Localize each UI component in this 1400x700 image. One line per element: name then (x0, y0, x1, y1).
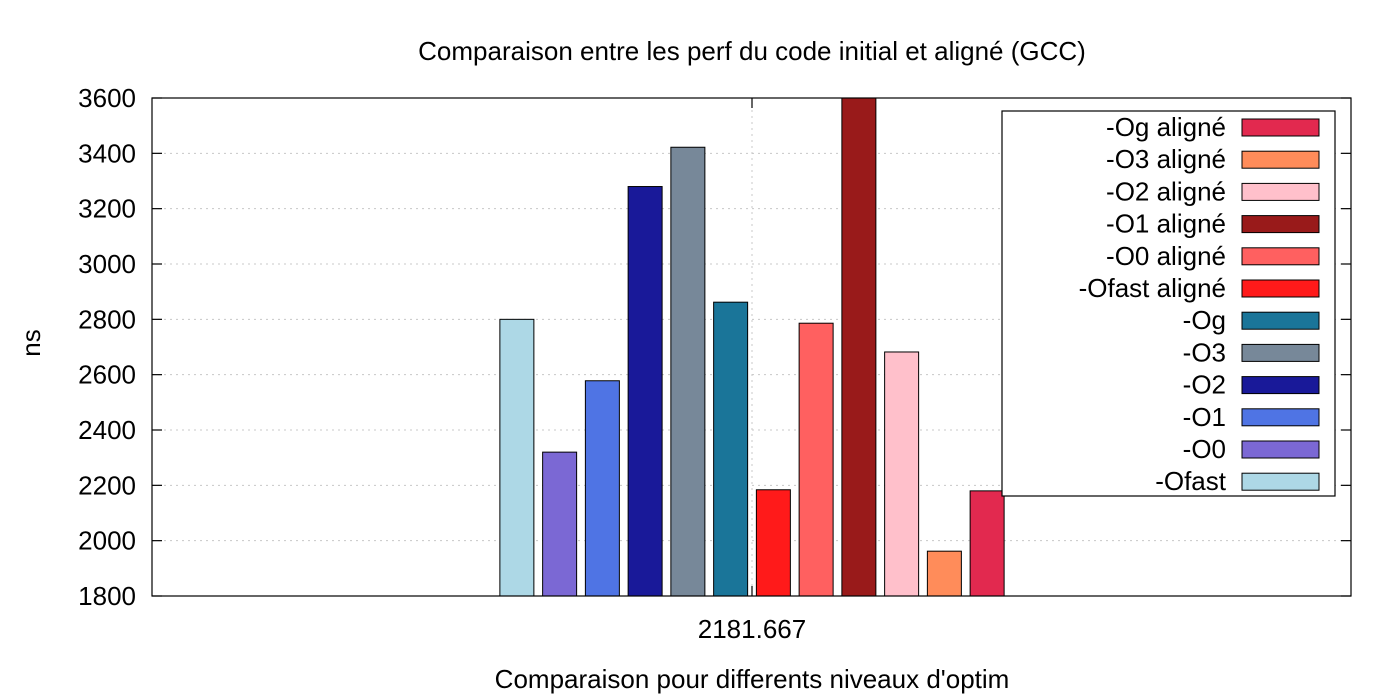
x-tick-label: 2181.667 (698, 614, 806, 644)
legend-label: -O1 (1183, 402, 1226, 432)
bar-o0-align (798, 322, 834, 597)
grid-lines (152, 98, 1351, 596)
bar-ofast-align (755, 489, 791, 597)
x-axis-ticks: 2181.667 (698, 98, 806, 644)
legend-label: -Og aligné (1106, 112, 1226, 142)
chart-title: Comparaison entre les perf du code initi… (418, 36, 1086, 66)
legend: -Og aligné-O3 aligné-O2 aligné-O1 aligné… (1001, 110, 1336, 497)
legend-swatch (1241, 247, 1320, 266)
y-tick-label: 3400 (78, 138, 136, 168)
y-axis-label: ns (16, 329, 46, 356)
legend-swatch (1241, 118, 1320, 137)
y-tick-label: 1800 (78, 581, 136, 611)
y-tick-label: 2000 (78, 526, 136, 556)
legend-label: -O2 aligné (1106, 176, 1226, 206)
legend-label: -Ofast (1155, 466, 1227, 496)
bar-ofast (499, 318, 535, 597)
y-tick-label: 2400 (78, 415, 136, 445)
legend-swatch (1241, 150, 1320, 169)
legend-swatch (1241, 440, 1320, 459)
y-axis-ticks: 1800 2000 2200 2400 2600 2800 3000 3200 3400 3600 (78, 83, 1351, 611)
bar-o0 (542, 451, 578, 597)
legend-label: -Og (1183, 305, 1226, 335)
bar-o2 (627, 186, 663, 597)
bar-o1-align (841, 97, 877, 597)
legend-label: -O3 (1183, 337, 1226, 367)
legend-label: -O3 aligné (1106, 144, 1226, 174)
legend-swatch (1241, 472, 1320, 491)
legend-label: -Ofast aligné (1079, 273, 1226, 303)
legend-box (1001, 110, 1336, 497)
legend-swatch (1241, 182, 1320, 201)
y-tick-label: 2200 (78, 470, 136, 500)
legend-swatch (1241, 215, 1320, 234)
legend-label: -O0 aligné (1106, 241, 1226, 271)
y-tick-label: 2800 (78, 304, 136, 334)
legend-swatch (1241, 408, 1320, 427)
y-tick-label: 3200 (78, 194, 136, 224)
bar-o1 (584, 380, 620, 597)
legend-swatch (1241, 279, 1320, 298)
bars (499, 97, 1005, 597)
legend-label: -O2 (1183, 370, 1226, 400)
bar-og-align (969, 490, 1005, 597)
legend-swatch (1241, 311, 1320, 330)
x-axis-label: Comparaison pour differents niveaux d'op… (495, 664, 1010, 694)
legend-label: -O1 aligné (1106, 209, 1226, 239)
bar-o2-align (884, 351, 920, 597)
legend-swatch (1241, 343, 1320, 362)
legend-swatch (1241, 376, 1320, 395)
bar-og (713, 301, 749, 597)
bar-o3 (670, 146, 706, 597)
y-tick-label: 2600 (78, 360, 136, 390)
y-tick-label: 3000 (78, 249, 136, 279)
bar-o3-align (926, 550, 962, 597)
y-tick-label: 3600 (78, 83, 136, 113)
legend-label: -O0 (1183, 434, 1226, 464)
